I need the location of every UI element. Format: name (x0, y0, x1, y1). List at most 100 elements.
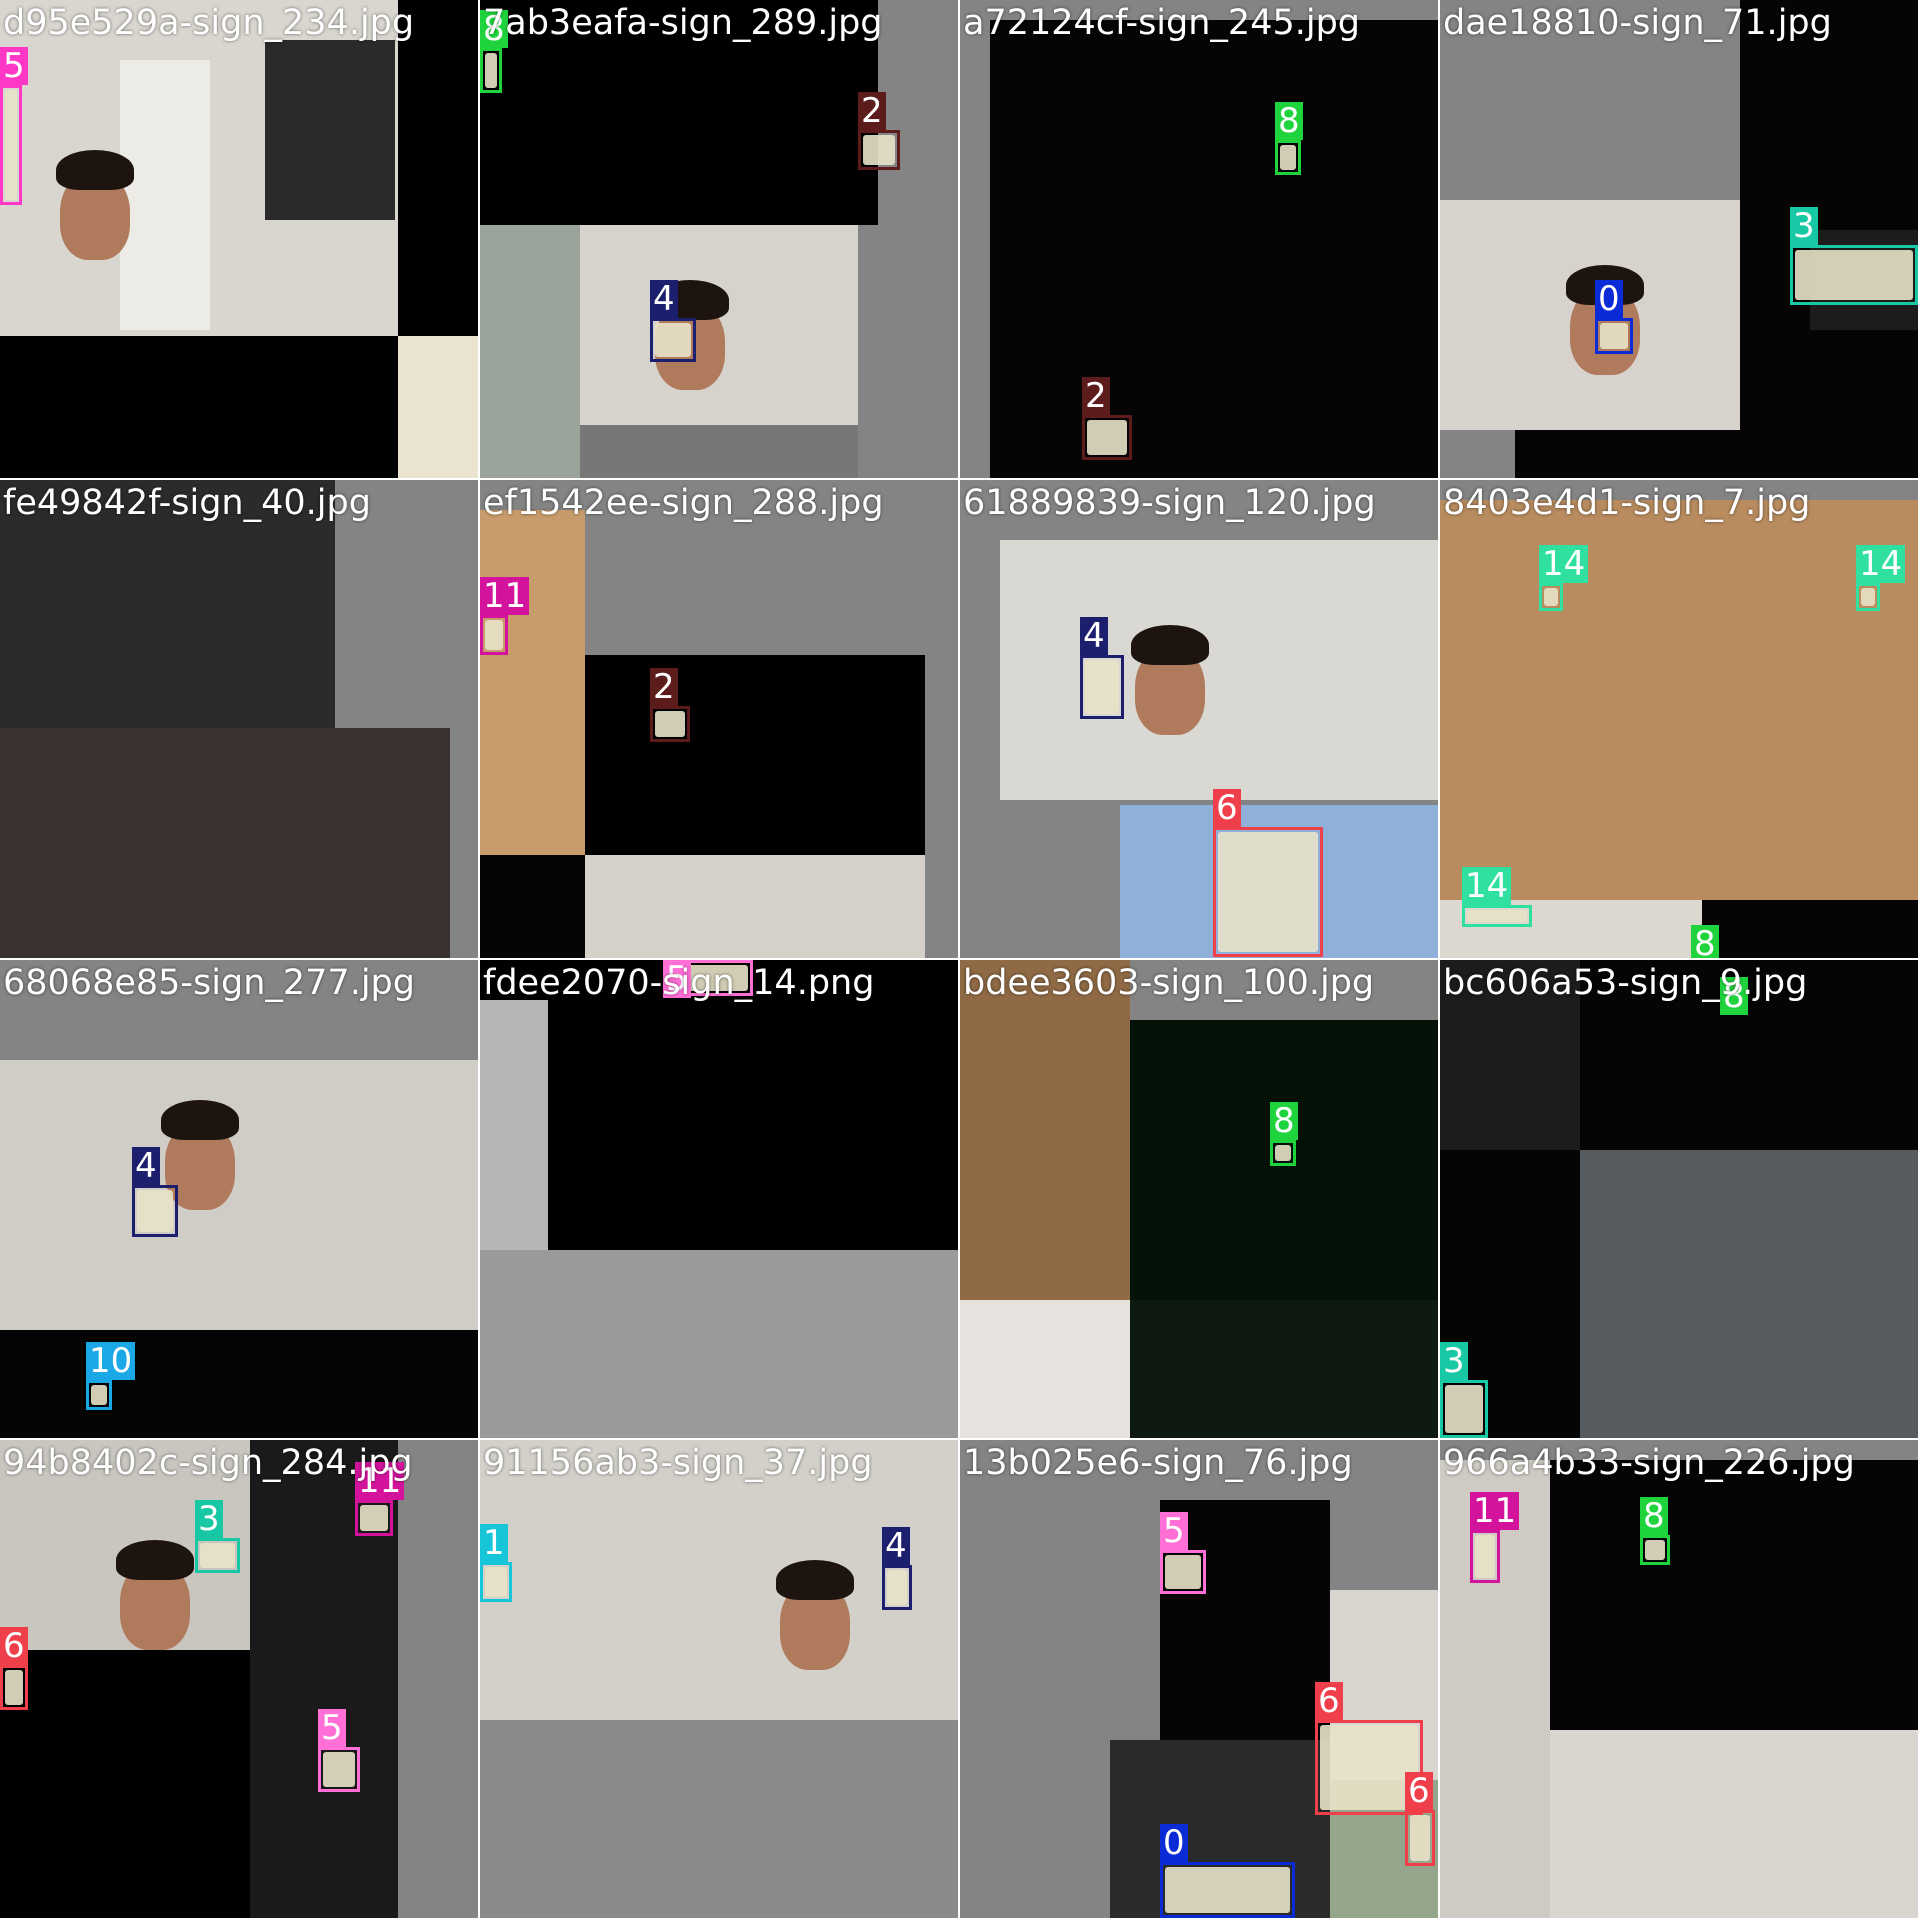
sign-patch (200, 1543, 235, 1568)
person-hair (116, 1540, 194, 1580)
photo-room (1000, 540, 1438, 800)
detection-box (318, 1747, 360, 1792)
detection-box (0, 1665, 28, 1710)
detection-box (1640, 1535, 1670, 1565)
detection-box (1856, 583, 1880, 611)
photo-wall (480, 510, 585, 855)
mosaic-tile: d95e529a-sign_234.jpg 5 (0, 0, 478, 478)
image-filename: a72124cf-sign_245.jpg (963, 3, 1361, 43)
image-filename: fe49842f-sign_40.jpg (3, 483, 371, 523)
black-patch (585, 655, 925, 855)
mosaic-tile: 68068e85-sign_277.jpg 4 10 (0, 960, 478, 1438)
mosaic-tile: fdee2070-sign_14.png 5 (480, 960, 958, 1438)
mosaic-tile: 94b8402c-sign_284.jpg 11 3 6 5 (0, 1440, 478, 1918)
detection-box (480, 48, 502, 93)
black-patch (0, 1330, 478, 1438)
photo-outdoor (480, 225, 580, 478)
mosaic-tile: 91156ab3-sign_37.jpg 1 4 (480, 1440, 958, 1918)
photo-floor (0, 728, 450, 958)
photo-room-gray (480, 1250, 958, 1438)
mosaic-tile: a72124cf-sign_245.jpg 8 2 (960, 0, 1438, 478)
detection-box (1275, 140, 1301, 175)
sign-patch (5, 90, 17, 200)
image-filename: bdee3603-sign_100.jpg (963, 963, 1375, 1003)
person-hair (56, 150, 134, 190)
class-label: 1 (480, 1524, 508, 1562)
black-photo (990, 20, 1438, 478)
detection-box (650, 318, 696, 362)
class-label: 11 (355, 1462, 405, 1500)
sign-patch (1467, 910, 1527, 922)
black-patch (1580, 960, 1918, 1150)
image-filename: fdee2070-sign_14.png (483, 963, 875, 1003)
class-label: 8 (1270, 1102, 1298, 1140)
sign-patch (1795, 250, 1913, 300)
class-label: 6 (1315, 1682, 1343, 1720)
class-label: 5 (318, 1709, 346, 1747)
photo-hand (1440, 1460, 1550, 1918)
class-label: 11 (1470, 1492, 1520, 1530)
sign-patch (1861, 588, 1875, 606)
sign-patch (1475, 1535, 1495, 1578)
detection-box (195, 1538, 240, 1573)
sign-patch (1410, 1815, 1430, 1861)
detection-box (1080, 655, 1124, 719)
image-filename: 91156ab3-sign_37.jpg (483, 1443, 873, 1483)
photo-building (1580, 1150, 1918, 1438)
class-label: 6 (0, 1627, 28, 1665)
image-filename: 7ab3eafa-sign_289.jpg (483, 3, 883, 43)
class-label: 3 (1790, 207, 1818, 245)
black-patch (398, 0, 478, 336)
sign-patch (485, 1567, 507, 1597)
black-patch (480, 0, 878, 225)
detection-box (1405, 1810, 1435, 1866)
sign-patch (1085, 660, 1119, 714)
sign-patch (1320, 1725, 1418, 1810)
detection-box (1213, 827, 1323, 957)
photo-laptop (1440, 960, 1580, 1150)
mosaic-tile: bc606a53-sign_9.jpg 8 3 (1440, 960, 1918, 1438)
sign-patch (1165, 1555, 1201, 1589)
sign-patch (485, 53, 497, 88)
detection-box (86, 1380, 112, 1410)
class-label: 5 (0, 47, 28, 85)
class-label: 2 (1082, 377, 1110, 415)
image-filename: dae18810-sign_71.jpg (1443, 3, 1832, 43)
photo-room (585, 855, 925, 958)
black-patch (480, 855, 585, 958)
mosaic-tile: 7ab3eafa-sign_289.jpg 8 2 4 (480, 0, 958, 478)
sign-patch (655, 323, 691, 357)
image-filename: 94b8402c-sign_284.jpg (3, 1443, 413, 1483)
sign-patch (1280, 145, 1296, 170)
class-label: 8 (1720, 977, 1748, 1015)
class-label: 2 (858, 92, 886, 130)
detection-box (1082, 415, 1132, 460)
class-label: 4 (650, 280, 678, 318)
image-filename: ef1542ee-sign_288.jpg (483, 483, 884, 523)
sign-patch (1445, 1385, 1483, 1433)
detection-box (1160, 1550, 1206, 1594)
class-label: 0 (1160, 1824, 1188, 1862)
black-patch (1515, 430, 1815, 478)
class-label: 10 (86, 1342, 136, 1380)
detection-box (650, 706, 690, 742)
sign-patch (360, 1505, 388, 1531)
class-label: 14 (1856, 545, 1906, 583)
mosaic-tile: 966a4b33-sign_226.jpg 11 8 (1440, 1440, 1918, 1918)
class-label: 5 (663, 960, 691, 998)
sign-patch (91, 1385, 107, 1405)
image-filename: 61889839-sign_120.jpg (963, 483, 1376, 523)
detection-box (1462, 905, 1532, 927)
photo-corner (398, 336, 478, 478)
image-filename: 966a4b33-sign_226.jpg (1443, 1443, 1855, 1483)
mosaic-tile: ef1542ee-sign_288.jpg 11 2 (480, 480, 958, 958)
photo-room (1550, 1730, 1918, 1918)
mosaic-tile: 13b025e6-sign_76.jpg 5 6 6 0 (960, 1440, 1438, 1918)
photo-street (480, 1000, 548, 1250)
class-label: 3 (195, 1500, 223, 1538)
grey-patch (580, 425, 858, 478)
mosaic-tile: 8403e4d1-sign_7.jpg 14 14 14 8 (1440, 480, 1918, 958)
dark-photo (1130, 1300, 1438, 1438)
class-label: 6 (1405, 1772, 1433, 1810)
